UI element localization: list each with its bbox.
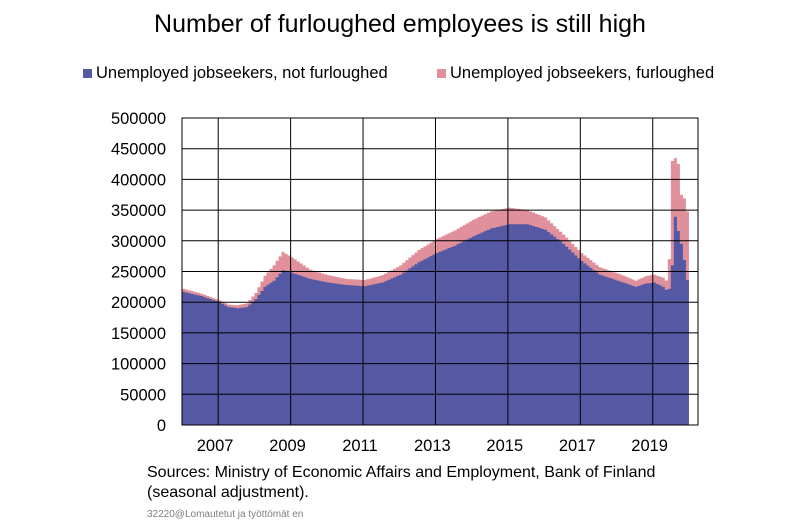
y-tick-label: 300000 — [111, 233, 166, 251]
y-tick-label: 450000 — [111, 141, 166, 159]
legend-item-not-furloughed: Unemployed jobseekers, not furloughed — [83, 64, 388, 83]
y-tick-label: 150000 — [111, 325, 166, 343]
footnote: 32220@Lomautetut ja työttömät en — [147, 509, 304, 520]
x-tick-label: 2013 — [414, 437, 451, 455]
x-tick-label: 2017 — [559, 437, 596, 455]
y-tick-label: 100000 — [111, 356, 166, 374]
plot-border — [181, 117, 699, 426]
legend-swatch-not-furloughed — [83, 69, 92, 78]
legend-item-furloughed: Unemployed jobseekers, furloughed — [437, 64, 714, 83]
x-tick-label: 2011 — [342, 437, 377, 455]
legend-label-furloughed: Unemployed jobseekers, furloughed — [450, 64, 715, 82]
y-tick-label: 250000 — [111, 264, 166, 282]
source-line-2: (seasonal adjustment). — [147, 484, 309, 501]
source-line-1: Sources: Ministry of Economic Affairs an… — [147, 464, 656, 481]
y-tick-label: 500000 — [111, 110, 166, 128]
x-tick-label: 2009 — [269, 437, 306, 455]
x-tick-label: 2019 — [631, 437, 668, 455]
y-tick-label: 50000 — [120, 386, 166, 404]
x-tick-label: 2007 — [197, 437, 234, 455]
y-tick-label: 200000 — [111, 294, 166, 312]
y-tick-label: 400000 — [111, 171, 166, 189]
chart-title: Number of furloughed employees is still … — [154, 10, 646, 38]
source-note: Sources: Ministry of Economic Affairs an… — [147, 463, 655, 503]
legend-label-not-furloughed: Unemployed jobseekers, not furloughed — [96, 64, 388, 82]
y-tick-label: 0 — [157, 417, 166, 435]
legend: Unemployed jobseekers, not furloughed Un… — [0, 64, 800, 86]
x-tick-label: 2015 — [486, 437, 523, 455]
legend-swatch-furloughed — [437, 69, 446, 78]
y-tick-label: 350000 — [111, 202, 166, 220]
